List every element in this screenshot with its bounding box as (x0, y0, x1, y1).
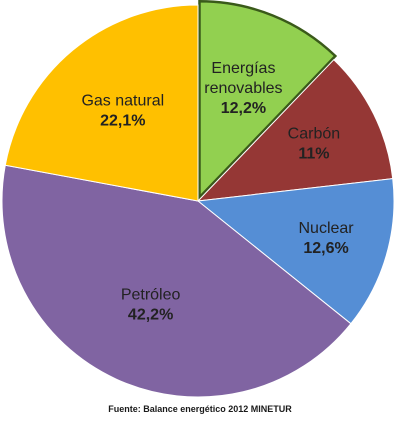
pie-slice-2 (196, 178, 395, 325)
slice-name-label-1: Carbón (288, 126, 340, 143)
pie-slice-0 (198, 0, 338, 201)
slice-value-label-2: 12,6% (303, 240, 348, 257)
slice-name-label-0: Energías (211, 60, 275, 77)
pie-slice-4 (4, 4, 199, 202)
slice-value-label-4: 22,1% (100, 113, 145, 130)
slice-name-label-4: Gas natural (81, 93, 164, 110)
slice-value-label-1: 11% (298, 146, 329, 163)
slice-value-label-0: 12,2% (221, 100, 266, 117)
pie-slice-1 (196, 59, 394, 202)
slice-name-label-3: Petróleo (121, 286, 181, 303)
pie-slice-3 (1, 164, 352, 398)
slice-name-label-2: Nuclear (298, 220, 354, 237)
source-note: Fuente: Balance energético 2012 MINETUR (108, 404, 292, 414)
slice-value-label-3: 42,2% (128, 306, 173, 323)
slice-name-label-0: renovables (204, 80, 282, 97)
